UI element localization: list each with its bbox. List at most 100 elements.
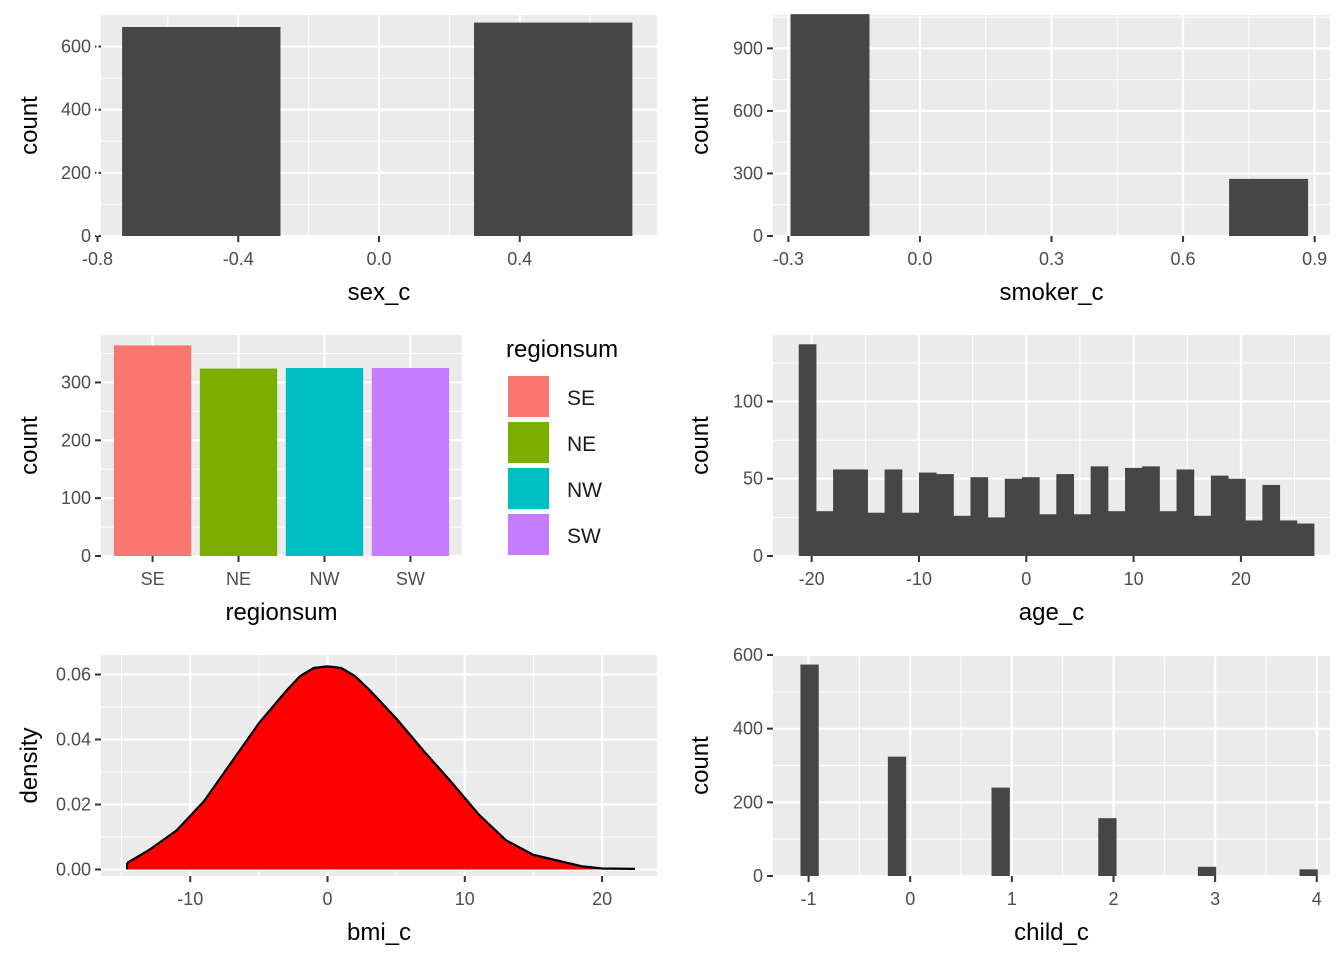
region-bar-ne xyxy=(199,368,278,556)
age-bar xyxy=(815,511,834,556)
bmi-tick-label-x: 10 xyxy=(455,889,475,909)
age-bar xyxy=(1090,466,1109,556)
age-bar xyxy=(1176,469,1195,556)
child-tick-label-y: 0 xyxy=(753,866,763,886)
bmi-tick-label-y: 0.02 xyxy=(56,795,91,815)
age-bar xyxy=(1262,484,1281,556)
age-tick-label-x: -10 xyxy=(906,569,932,589)
age-bar xyxy=(884,469,903,556)
sex-y-axis-title: count xyxy=(16,96,43,155)
legend-item-ne: NE xyxy=(506,420,596,465)
age-bar xyxy=(1296,523,1315,556)
region-y-axis-title: count xyxy=(16,416,43,475)
sex-tick-label-x: -0.8 xyxy=(82,249,113,269)
legend-label-ne: NE xyxy=(567,433,596,456)
sex-bar xyxy=(122,26,281,236)
age-bar xyxy=(936,474,954,556)
legend-swatch-se xyxy=(506,374,551,419)
region-bar-sw xyxy=(371,367,450,556)
smoker-tick-label-y: 300 xyxy=(733,163,763,183)
region-tick-label-y: 100 xyxy=(61,488,91,508)
age-bar xyxy=(1004,478,1023,556)
smoker-bar xyxy=(1229,178,1309,236)
child-panel: 0 200 400 600 -1 0 1 2 3 4 child_c count xyxy=(687,645,1330,946)
smoker-tick-label-x: -0.3 xyxy=(773,249,804,269)
legend-label-nw: NW xyxy=(567,479,602,502)
smoker-tick-label-y: 900 xyxy=(733,38,763,58)
age-bar xyxy=(1056,474,1075,556)
age-tick-label-x: 10 xyxy=(1124,569,1144,589)
age-bar xyxy=(1039,514,1057,556)
legend-swatch-sw xyxy=(506,512,551,557)
age-bar xyxy=(1142,466,1160,556)
age-bar xyxy=(1159,511,1178,556)
age-tick-label-x: 0 xyxy=(1021,569,1031,589)
smoker-tick-label-y: 600 xyxy=(733,101,763,121)
child-bar xyxy=(887,756,907,876)
child-bar xyxy=(991,787,1010,876)
bmi-panel: 0.00 0.02 0.04 0.06 -10 0 10 20 bmi_c density xyxy=(16,655,657,946)
bmi-tick-label-y: 0.04 xyxy=(56,730,91,750)
sex-tick-label-y: 400 xyxy=(61,100,91,120)
age-bar xyxy=(987,517,1006,556)
sex-tick-label-y: 0 xyxy=(81,226,91,246)
sex-tick-label-y: 600 xyxy=(61,37,91,57)
region-tick-label-x: NE xyxy=(226,569,251,589)
smoker-bar xyxy=(790,14,870,237)
age-bar xyxy=(1107,511,1126,556)
bmi-tick-label-x: -10 xyxy=(177,889,203,909)
child-y-axis-title: count xyxy=(687,736,714,795)
bmi-density-area xyxy=(127,666,636,870)
legend-item-sw: SW xyxy=(506,512,601,557)
child-tick-label-x: 2 xyxy=(1108,889,1118,909)
child-x-axis-title: child_c xyxy=(1014,919,1089,946)
age-bar xyxy=(1193,515,1212,556)
region-tick-label-x: SW xyxy=(396,569,425,589)
child-tick-label-y: 200 xyxy=(733,792,763,812)
child-bar xyxy=(1299,869,1318,876)
age-bar xyxy=(1125,467,1143,556)
age-tick-label-x: 20 xyxy=(1231,569,1251,589)
bmi-tick-label-y: 0.06 xyxy=(56,665,91,685)
bmi-y-axis-title: density xyxy=(16,727,43,803)
child-tick-label-x: 3 xyxy=(1210,889,1220,909)
smoker-tick-label-x: 0.3 xyxy=(1039,249,1064,269)
region-tick-label-x: NW xyxy=(309,569,339,589)
child-bar xyxy=(1197,866,1217,876)
region-x-axis-title: regionsum xyxy=(225,599,337,626)
region-panel: 0 100 200 300 regionsum count SE NE NW SW xyxy=(16,335,462,626)
age-bar xyxy=(1021,477,1040,556)
region-tick-label-x: SE xyxy=(141,569,165,589)
sex-tick-label-x: -0.4 xyxy=(223,249,254,269)
region-legend: regionsum SE NE NW SW xyxy=(506,336,618,557)
smoker-tick-label-x: 0.9 xyxy=(1302,249,1327,269)
child-tick-label-y: 400 xyxy=(733,719,763,739)
age-tick-label-y: 0 xyxy=(753,546,763,566)
smoker-x-axis-title: smoker_c xyxy=(999,279,1103,306)
legend-item-se: SE xyxy=(506,374,595,419)
bmi-tick-label-x: 20 xyxy=(592,889,612,909)
age-bar xyxy=(901,512,920,556)
bmi-x-axis-title: bmi_c xyxy=(347,919,411,946)
region-tick-label-y: 0 xyxy=(81,546,91,566)
age-bar xyxy=(850,469,868,556)
bmi-density-line xyxy=(126,665,636,870)
region-tick-label-y: 200 xyxy=(61,430,91,450)
age-bar xyxy=(1279,520,1298,556)
region-bar-se xyxy=(113,345,192,556)
smoker-tick-label-y: 0 xyxy=(753,226,763,246)
sex-tick-label-x: 0.4 xyxy=(507,249,532,269)
age-bar xyxy=(1073,514,1092,556)
sex-x-axis-title: sex_c xyxy=(348,279,411,306)
legend-swatch-ne xyxy=(506,420,551,465)
age-bar xyxy=(1228,478,1246,556)
sex-tick-label-y: 200 xyxy=(61,163,91,183)
age-bar xyxy=(1245,520,1263,556)
smoker-tick-label-x: 0.6 xyxy=(1171,249,1196,269)
legend-item-nw: NW xyxy=(506,466,602,511)
sex-panel: 0 200 400 600 -0.8 -0.4 0.0 0.4 sex_c count xyxy=(16,15,657,306)
sex-tick-label-x: 0.0 xyxy=(366,249,391,269)
legend-label-se: SE xyxy=(567,387,595,410)
age-tick-label-x: -20 xyxy=(799,569,825,589)
region-tick-label-y: 300 xyxy=(61,372,91,392)
